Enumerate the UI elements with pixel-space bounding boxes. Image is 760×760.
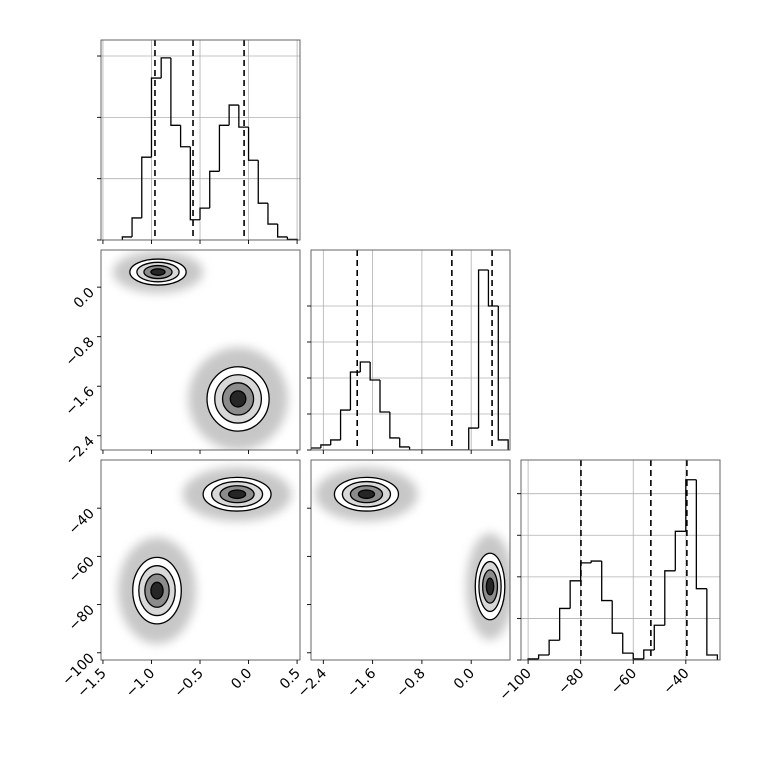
histogram-step [311,447,321,450]
histogram-step [320,444,331,449]
histogram-step [228,104,239,126]
histogram-step [160,57,171,79]
histogram-step [611,600,623,634]
panel-frame [310,249,511,451]
histogram-step [267,203,278,225]
y-tick-label: −60 [66,554,98,586]
panel-frame [100,249,301,451]
x-tick-label: −0.8 [393,666,428,701]
histogram-step [468,427,479,450]
histogram-step [179,125,191,148]
x-tick-label: −2.4 [295,665,330,700]
histogram-step [277,224,288,238]
y-tick-label: −40 [66,506,98,538]
histogram-step [199,207,210,220]
density-contour [485,577,495,596]
histogram-step [218,124,230,172]
histogram-step [408,446,420,450]
histogram-step [477,269,489,429]
histogram-step [257,160,268,204]
x-tick-label: −60 [608,666,640,698]
density-contour [150,268,166,276]
y-tick-label: −80 [66,602,98,634]
panel-plot [112,251,288,450]
density-contour [357,489,376,500]
histogram-step [664,570,676,626]
histogram-step [170,57,181,126]
histogram-step [601,561,613,602]
histogram-step [238,105,249,128]
panel-plot [521,460,720,660]
histogram-step [548,639,560,656]
x-tick-label: −0.5 [171,666,206,701]
histogram-step [497,305,509,450]
x-tick-label: −100 [496,666,535,705]
panel-frame [100,459,301,661]
histogram-step [359,361,371,373]
panel-plot [101,40,300,240]
histogram-step [286,236,298,240]
histogram-step [389,412,400,439]
histogram-step [632,653,644,660]
histogram-step [590,560,602,563]
density-contour [227,489,247,500]
histogram-step [189,146,201,221]
histogram-step [209,170,220,209]
histogram-step [487,269,499,307]
panel-plot [315,467,510,640]
y-tick-label: −2.4 [62,433,97,468]
histogram-step [695,479,707,590]
panel: −1.5 −1.0 −0.5 0.0 0.5−100−80−60−40 [59,459,304,701]
histogram-step [569,580,581,609]
histogram-step [706,588,719,660]
histogram-step [131,217,142,237]
x-tick-label: −40 [660,666,692,698]
panel-plot [311,250,510,450]
x-tick-label: −1.6 [344,665,379,700]
y-tick-label: −0.8 [62,334,97,369]
panel: −2.4 −1.6 −0.8 0.0 [295,459,511,701]
histogram-step [643,649,655,659]
panel [307,249,511,454]
histogram-step [121,236,133,240]
histogram-step [674,530,686,571]
panel: −2.4 −1.6 −0.8 0.0 [62,249,301,469]
histogram-step [379,379,390,413]
x-tick-label: 0.0 [451,666,478,693]
histogram-step [141,156,152,218]
histogram-step [622,633,634,654]
x-tick-label: −80 [555,666,587,698]
histogram-step [399,437,410,448]
histogram-step [369,361,381,381]
density-contour [229,390,247,408]
density-contour [150,581,164,600]
panel-plot [118,467,292,644]
y-tick-label: 0.0 [71,285,98,312]
histogram-step [339,409,351,440]
histogram-step [558,607,571,641]
panel-frame [100,39,301,241]
histogram-step [685,479,697,532]
histogram-step [330,439,341,445]
panel [97,39,301,244]
x-tick-label: 0.0 [228,666,255,693]
histogram-step [580,562,592,581]
histogram-step [150,77,162,158]
panel-frame [310,459,511,661]
y-tick-label: −1.6 [62,384,97,419]
histogram-step [537,654,550,659]
histogram-step [247,127,259,161]
panel: −100 −80 −60 −40 [496,459,721,705]
histogram-step [653,624,665,651]
panel-frame [520,459,721,661]
x-tick-label: −1.0 [123,666,158,701]
